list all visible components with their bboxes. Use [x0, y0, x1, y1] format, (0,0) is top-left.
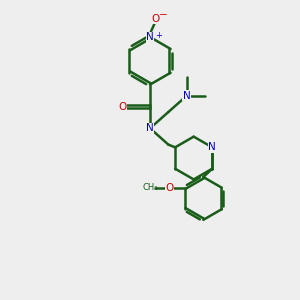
- Text: O: O: [118, 102, 127, 112]
- Text: O: O: [151, 14, 160, 24]
- Text: −: −: [159, 10, 168, 20]
- Text: N: N: [208, 142, 216, 152]
- Text: CH₃: CH₃: [143, 183, 158, 192]
- Text: N: N: [183, 91, 191, 100]
- Text: N: N: [146, 32, 154, 42]
- Text: N: N: [146, 123, 154, 133]
- Text: O: O: [166, 183, 174, 193]
- Text: +: +: [155, 31, 162, 40]
